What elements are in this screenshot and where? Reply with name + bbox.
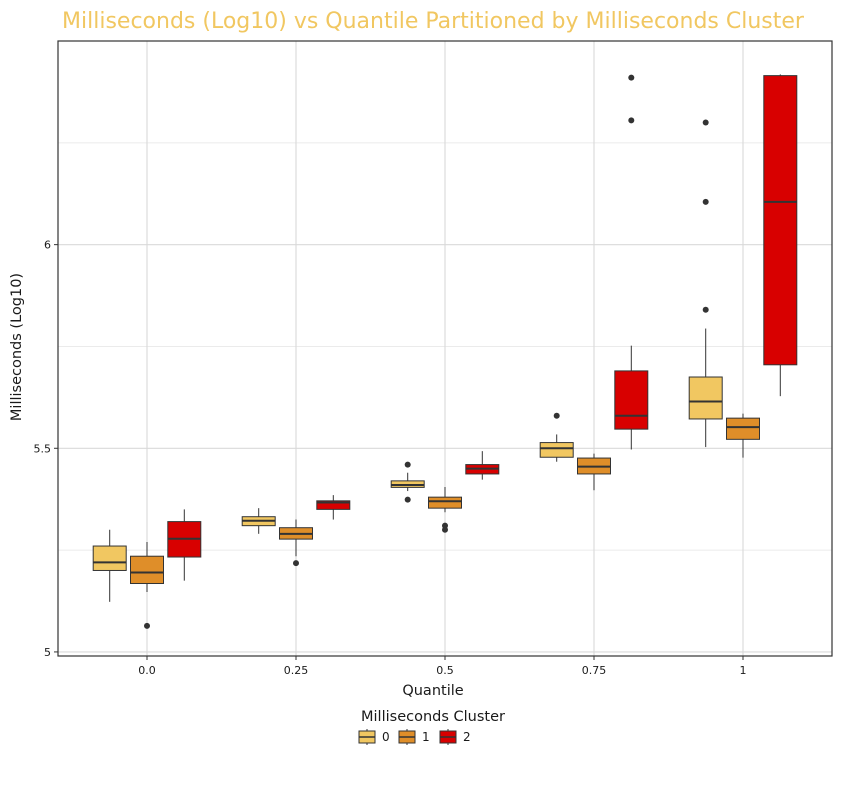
legend-label-2: 2	[463, 730, 471, 744]
box-body	[130, 555, 164, 585]
box-0-1	[688, 119, 723, 448]
x-tick-label-0: 0.0	[138, 664, 156, 677]
box-1-0.25	[279, 519, 313, 567]
outlier-point-1	[702, 198, 709, 205]
box-2-0.25	[316, 495, 351, 520]
y-axis-title: Milliseconds (Log10)	[9, 273, 25, 421]
y-tick-label-2: 6	[44, 239, 51, 252]
box-body	[92, 545, 127, 571]
box-1-0.5	[428, 486, 462, 533]
box-1-0.75	[577, 453, 611, 491]
box-0-0.75	[539, 412, 574, 462]
box-body	[428, 496, 462, 509]
outlier-point-0	[144, 622, 150, 629]
outlier-point-0	[628, 74, 635, 81]
plot-area: 5 5.5 6 0.0 0.25 0.5 0.75 1	[34, 40, 833, 677]
box-body	[726, 417, 760, 440]
chart-title: Milliseconds (Log10) vs Quantile Partiti…	[62, 9, 805, 34]
x-tick-label-2: 0.5	[436, 664, 454, 677]
box-body	[688, 376, 723, 420]
box-2-0.5	[465, 451, 500, 480]
box-body	[539, 442, 574, 458]
x-tick-label-4: 1	[740, 664, 747, 677]
x-tick-label-3: 0.75	[582, 664, 607, 677]
box-0-0.25	[241, 508, 276, 534]
outlier-point-1	[628, 117, 635, 124]
box-1-0.0	[130, 541, 164, 629]
legend-label-1: 1	[422, 730, 430, 744]
outlier-point-0	[553, 412, 560, 419]
x-tick-label-1: 0.25	[284, 664, 309, 677]
box-body	[614, 370, 649, 430]
legend-item-1: 1	[398, 729, 430, 745]
y-tick-label-1: 5.5	[34, 442, 52, 455]
legend-item-0: 0	[358, 729, 390, 745]
outlier-point-1	[404, 496, 411, 503]
legend-label-0: 0	[382, 730, 390, 744]
box-0-0.5	[390, 461, 425, 503]
outlier-point-0	[404, 461, 411, 468]
box-body	[316, 500, 351, 510]
box-2-0.75	[614, 74, 649, 450]
legend-title: Milliseconds Cluster	[361, 709, 505, 725]
box-2-0.0	[167, 509, 202, 581]
outlier-point-1	[442, 526, 448, 533]
outlier-point-0	[702, 119, 709, 126]
box-1-1	[726, 413, 760, 458]
outlier-point-0	[293, 560, 299, 567]
legend: 0 1 2	[358, 729, 471, 745]
y-tick-label-0: 5	[44, 646, 51, 659]
box-body	[763, 75, 798, 366]
legend-item-2: 2	[439, 729, 471, 745]
box-0-0.0	[92, 529, 127, 602]
outlier-point-2	[702, 306, 709, 313]
box-2-1	[763, 74, 798, 397]
x-axis-title: Quantile	[402, 683, 463, 699]
